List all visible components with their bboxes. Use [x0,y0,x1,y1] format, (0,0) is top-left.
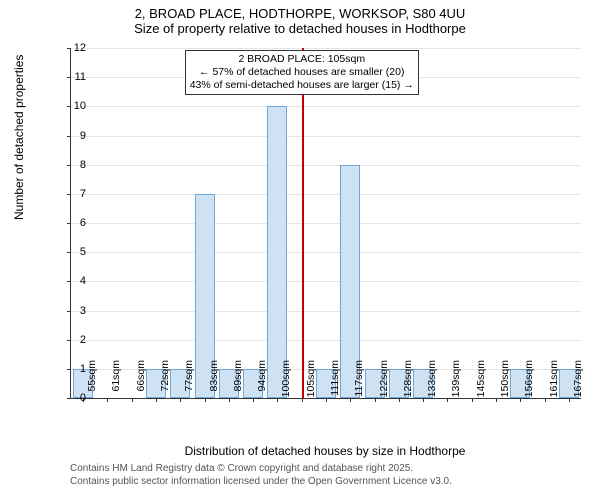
ytick-label: 12 [66,42,86,54]
xtick-mark [399,398,400,402]
gridline [71,48,581,49]
xtick-mark [107,398,108,402]
xtick-label: 66sqm [135,360,147,404]
xtick-mark [277,398,278,402]
xtick-label: 94sqm [256,360,268,404]
attribution-block: Contains HM Land Registry data © Crown c… [70,463,452,488]
gridline [71,340,581,341]
xtick-mark [496,398,497,402]
xtick-label: 105sqm [305,360,317,404]
xtick-label: 139sqm [450,360,462,404]
annotation-line-2: ← 57% of detached houses are smaller (20… [190,66,414,79]
gridline [71,194,581,195]
xtick-label: 150sqm [499,360,511,404]
xtick-mark [205,398,206,402]
xtick-label: 100sqm [280,360,292,404]
xtick-label: 77sqm [183,360,195,404]
xtick-label: 83sqm [208,360,220,404]
x-axis-label: Distribution of detached houses by size … [70,444,580,458]
xtick-label: 89sqm [232,360,244,404]
xtick-mark [447,398,448,402]
ytick-label: 3 [66,305,86,317]
ytick-label: 7 [66,188,86,200]
xtick-mark [472,398,473,402]
chart-plot-area: 2 BROAD PLACE: 105sqm← 57% of detached h… [70,48,581,399]
xtick-mark [350,398,351,402]
attribution-line-1: Contains HM Land Registry data © Crown c… [70,463,452,476]
xtick-mark [423,398,424,402]
xtick-mark [229,398,230,402]
xtick-mark [132,398,133,402]
chart-title-block: 2, BROAD PLACE, HODTHORPE, WORKSOP, S80 … [0,0,600,36]
ytick-label: 9 [66,130,86,142]
gridline [71,136,581,137]
xtick-label: 133sqm [426,360,438,404]
xtick-label: 55sqm [86,360,98,404]
ytick-label: 0 [66,392,86,404]
ytick-label: 10 [66,100,86,112]
xtick-label: 61sqm [110,360,122,404]
xtick-label: 161sqm [548,360,560,404]
xtick-label: 156sqm [523,360,535,404]
xtick-mark [156,398,157,402]
annotation-line-1: 2 BROAD PLACE: 105sqm [190,53,414,66]
ytick-label: 1 [66,363,86,375]
gridline [71,281,581,282]
annotation-line-3: 43% of semi-detached houses are larger (… [190,79,414,92]
xtick-label: 128sqm [402,360,414,404]
xtick-mark [180,398,181,402]
xtick-label: 117sqm [353,360,365,404]
attribution-line-2: Contains public sector information licen… [70,476,452,489]
ytick-label: 6 [66,217,86,229]
bar [267,106,287,398]
xtick-mark [375,398,376,402]
title-line-2: Size of property relative to detached ho… [0,21,600,36]
xtick-mark [545,398,546,402]
ytick-label: 8 [66,159,86,171]
xtick-mark [326,398,327,402]
gridline [71,223,581,224]
y-axis-label: Number of detached properties [12,55,26,220]
ytick-label: 2 [66,334,86,346]
xtick-mark [253,398,254,402]
xtick-label: 122sqm [378,360,390,404]
gridline [71,252,581,253]
gridline [71,165,581,166]
xtick-mark [569,398,570,402]
gridline [71,106,581,107]
xtick-mark [520,398,521,402]
xtick-label: 72sqm [159,360,171,404]
ytick-label: 5 [66,246,86,258]
reference-line [302,48,304,398]
xtick-label: 145sqm [475,360,487,404]
xtick-label: 167sqm [572,360,584,404]
ytick-label: 4 [66,275,86,287]
xtick-mark [302,398,303,402]
gridline [71,311,581,312]
xtick-label: 111sqm [329,360,341,404]
title-line-1: 2, BROAD PLACE, HODTHORPE, WORKSOP, S80 … [0,6,600,21]
annotation-box: 2 BROAD PLACE: 105sqm← 57% of detached h… [185,50,419,95]
ytick-label: 11 [66,71,86,83]
